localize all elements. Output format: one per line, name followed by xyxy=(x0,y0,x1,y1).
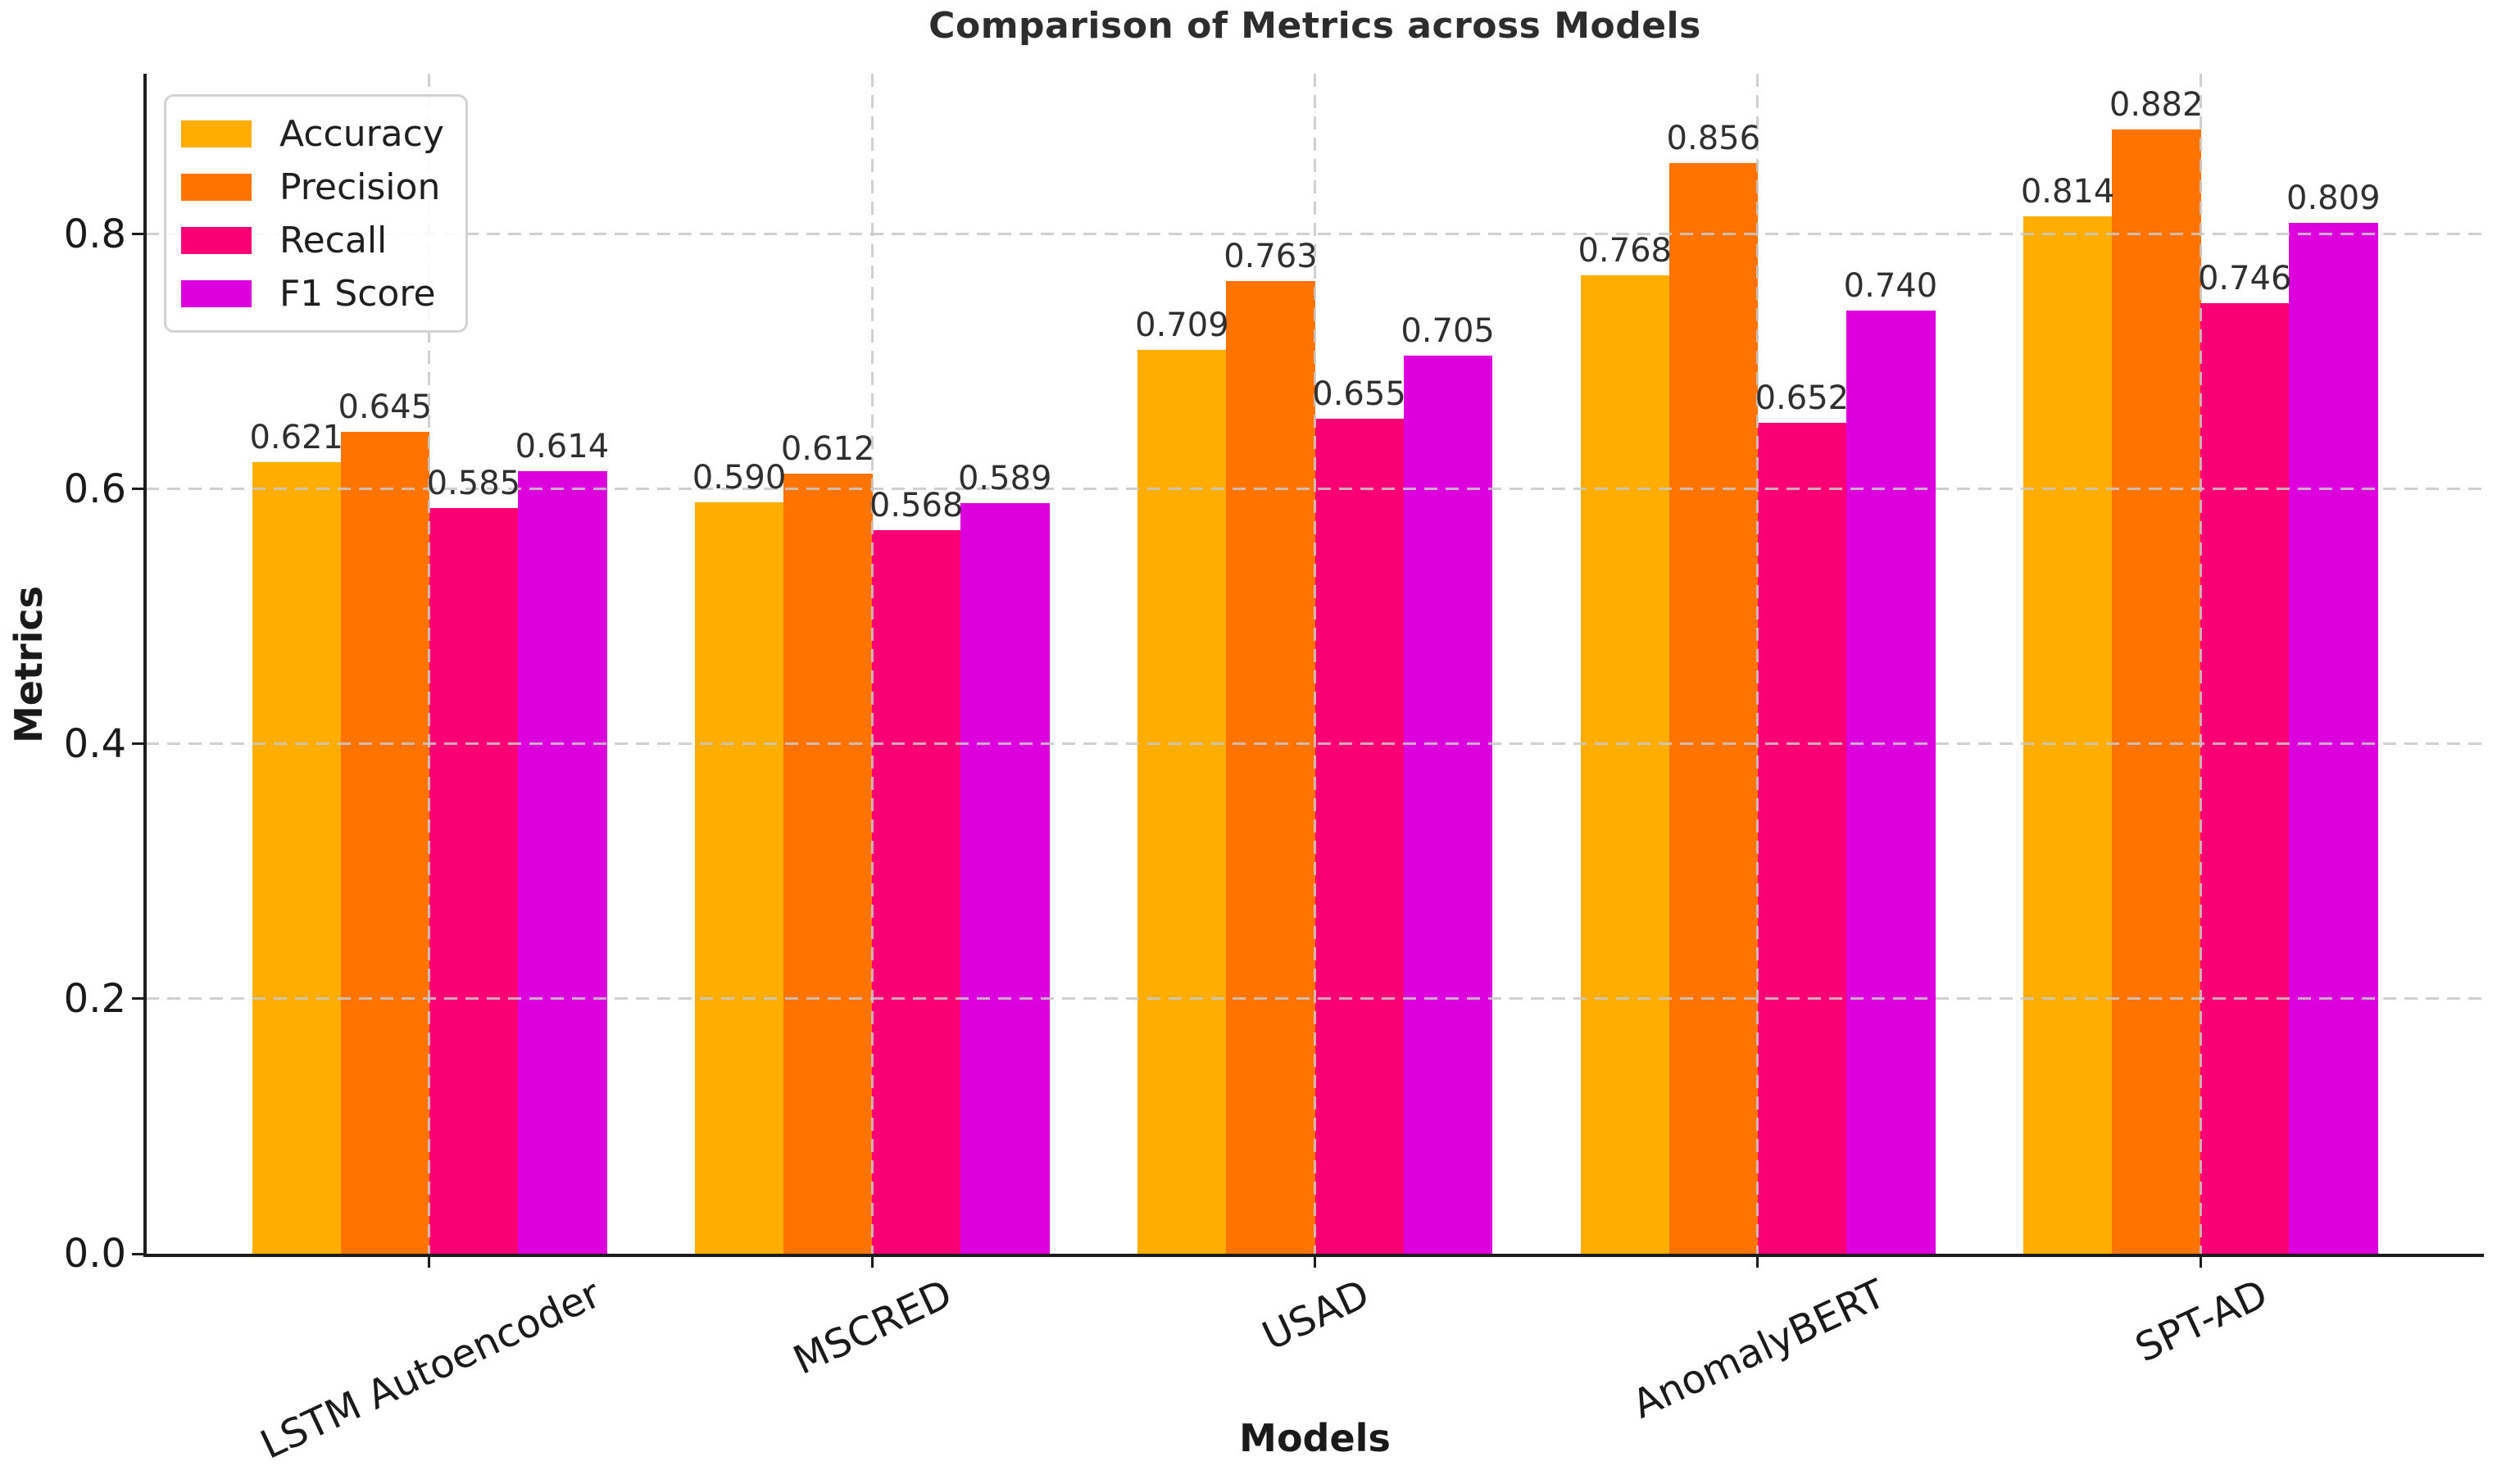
bar-accuracy-0 xyxy=(252,462,342,1254)
v-gridline xyxy=(2199,74,2202,1254)
x-tick-label-4: SPT-AD xyxy=(2128,1270,2275,1372)
bar-accuracy-1 xyxy=(695,501,784,1254)
bar-accuracy-2 xyxy=(1137,350,1228,1254)
bar-precision-4 xyxy=(2112,129,2201,1254)
x-tick-label-1: MSCRED xyxy=(787,1270,960,1384)
x-tickmark xyxy=(1314,1256,1316,1268)
x-tickmark xyxy=(428,1256,431,1268)
v-gridline xyxy=(1756,74,1759,1254)
bar-value-label: 0.705 xyxy=(1401,311,1495,350)
bar-value-label: 0.585 xyxy=(426,465,521,503)
bar-f1-score-2 xyxy=(1403,355,1493,1254)
y-tick-label: 0.8 xyxy=(63,211,126,257)
bar-precision-1 xyxy=(783,474,873,1254)
y-tick-label: 0.2 xyxy=(63,975,126,1022)
bar-value-label: 0.589 xyxy=(957,460,1052,498)
bar-value-label: 0.621 xyxy=(249,419,343,457)
legend-swatch xyxy=(181,120,252,147)
bar-accuracy-4 xyxy=(2023,216,2113,1254)
legend-swatch xyxy=(181,279,252,307)
bar-recall-2 xyxy=(1314,419,1405,1254)
bar-recall-0 xyxy=(429,508,519,1254)
v-gridline xyxy=(1314,74,1316,1254)
bar-value-label: 0.768 xyxy=(1578,231,1672,270)
x-axis-spine xyxy=(143,1254,2484,1257)
bar-value-label: 0.882 xyxy=(2109,86,2204,125)
legend-label: Recall xyxy=(279,219,388,261)
legend-item-recall: Recall xyxy=(181,216,444,264)
y-tick-label: 0.4 xyxy=(63,720,126,767)
legend-item-f1-score: F1 Score xyxy=(181,270,444,317)
y-axis-spine xyxy=(143,74,147,1256)
bar-value-label: 0.740 xyxy=(1843,267,1938,306)
bar-f1-score-4 xyxy=(2289,222,2378,1254)
bar-value-label: 0.709 xyxy=(1135,306,1229,345)
legend: Accuracy Precision Recall F1 Score xyxy=(164,94,468,333)
bar-value-label: 0.612 xyxy=(780,430,875,469)
x-tickmark xyxy=(1756,1256,1759,1268)
bar-f1-score-3 xyxy=(1846,311,1936,1254)
bar-f1-score-0 xyxy=(517,471,607,1254)
legend-label: F1 Score xyxy=(279,272,436,315)
y-tick-label: 0.6 xyxy=(63,465,126,512)
chart-title: Comparison of Metrics across Models xyxy=(928,5,1701,47)
bar-value-label: 0.614 xyxy=(515,428,610,466)
legend-label: Accuracy xyxy=(279,112,444,155)
bar-value-label: 0.746 xyxy=(2197,259,2292,297)
bar-f1-score-1 xyxy=(960,503,1050,1254)
bar-value-label: 0.590 xyxy=(692,458,787,497)
y-tickmark xyxy=(132,997,143,1001)
bar-recall-3 xyxy=(1757,423,1847,1254)
legend-label: Precision xyxy=(279,166,441,208)
bar-accuracy-3 xyxy=(1580,275,1670,1254)
bar-value-label: 0.652 xyxy=(1755,379,1850,418)
bar-recall-4 xyxy=(2200,302,2290,1254)
bar-precision-2 xyxy=(1226,281,1316,1254)
v-gridline xyxy=(870,74,874,1254)
v-gridline xyxy=(428,74,431,1254)
bar-precision-3 xyxy=(1668,162,1759,1254)
bar-precision-0 xyxy=(340,431,430,1254)
legend-swatch xyxy=(181,173,252,201)
y-tickmark xyxy=(132,488,143,491)
x-tick-label-3: AnomalyBERT xyxy=(1625,1270,1892,1428)
legend-item-precision: Precision xyxy=(181,163,444,211)
bar-recall-1 xyxy=(872,529,961,1254)
bar-value-label: 0.809 xyxy=(2286,179,2381,217)
y-tickmark xyxy=(132,233,143,236)
legend-swatch xyxy=(181,226,252,254)
x-tickmark xyxy=(870,1256,874,1268)
bar-value-label: 0.655 xyxy=(1312,375,1406,414)
y-tickmark xyxy=(132,742,143,746)
bar-value-label: 0.856 xyxy=(1666,119,1761,157)
x-tick-label-2: USAD xyxy=(1255,1270,1377,1360)
x-tickmark xyxy=(2199,1256,2202,1268)
y-tickmark xyxy=(132,1252,143,1255)
bar-value-label: 0.568 xyxy=(869,486,964,524)
y-tick-label: 0.0 xyxy=(63,1231,126,1277)
bar-value-label: 0.814 xyxy=(2020,173,2115,211)
x-axis-label: Models xyxy=(1239,1416,1391,1460)
legend-item-accuracy: Accuracy xyxy=(181,110,444,157)
bar-value-label: 0.645 xyxy=(338,388,433,426)
bar-value-label: 0.763 xyxy=(1224,238,1318,276)
